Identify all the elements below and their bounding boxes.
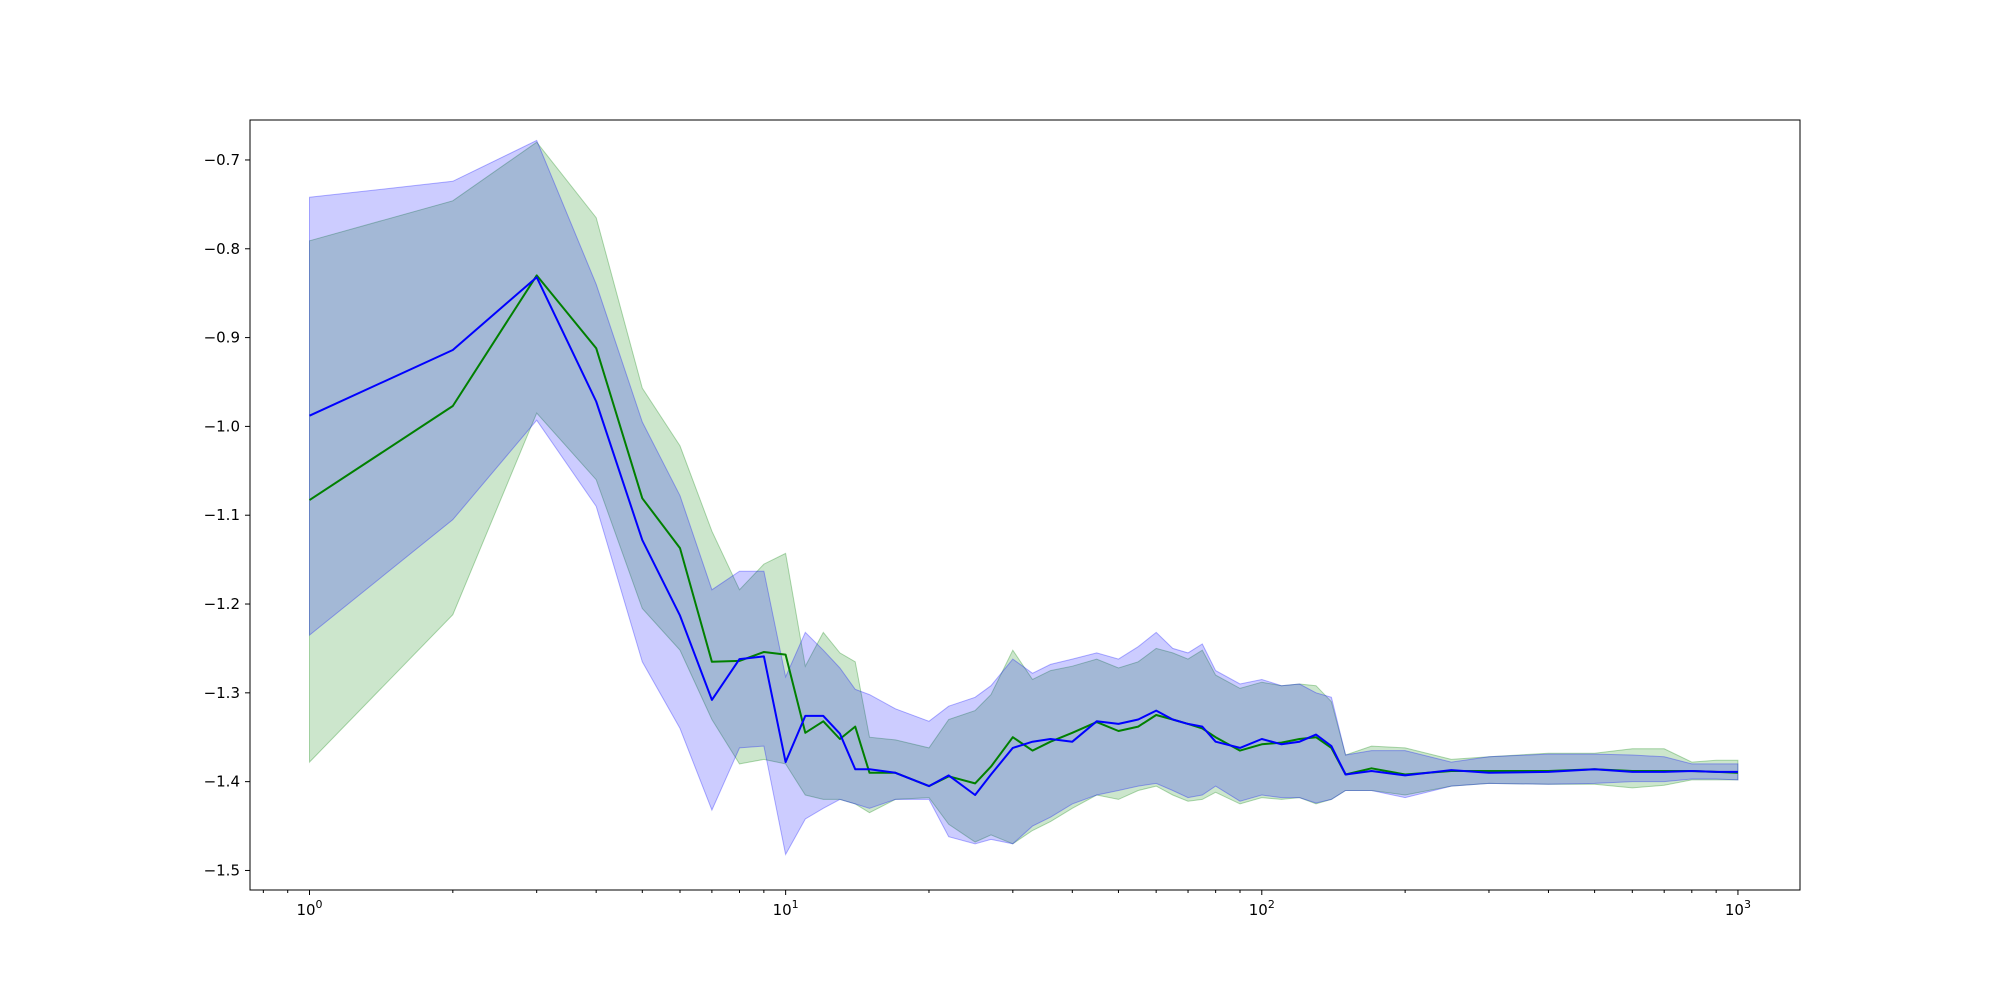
x-tick-label: 103 [1725,898,1751,919]
y-tick-label: −1.2 [204,595,240,613]
y-axis: −0.7 −0.8 −0.9 −1.0 −1.1 −1.2 −1.3 −1.4 −1.5 [204,151,250,879]
y-tick-label: −1.5 [204,861,240,879]
y-tick-label: −1.0 [204,417,240,435]
series-lines [308,274,1738,796]
series-2-line [309,276,1738,796]
x-axis: 100 101 102 103 [262,890,1751,919]
series-2-band [309,139,1739,856]
x-tick-label: 102 [1249,898,1275,919]
y-tick-label: −0.8 [204,240,240,258]
y-tick-label: −0.9 [204,329,240,347]
confidence-bands [309,139,1739,856]
y-tick-label: −0.7 [204,151,240,169]
y-tick-label: −1.4 [204,773,240,791]
y-tick-label: −1.1 [204,506,240,524]
x-tick-label: 100 [296,898,322,919]
series-1-band [309,141,1739,845]
x-tick-label: 101 [773,898,799,919]
plot-area-frame [249,119,1801,891]
y-tick-label: −1.3 [204,684,240,702]
